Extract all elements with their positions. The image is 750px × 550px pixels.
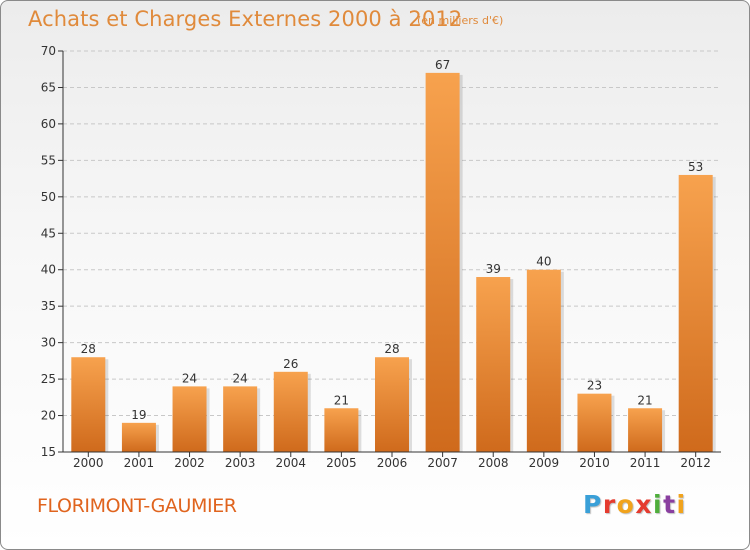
data-label: 26 [283,357,298,371]
bar-2011 [628,408,663,452]
bar-2003 [223,386,258,452]
logo-letter: t [663,490,677,519]
x-tick-label: 2005 [326,456,357,470]
y-tick-label: 25 [41,372,56,386]
x-tick-label: 2008 [478,456,509,470]
bar-2010 [577,393,612,452]
bar-2000 [71,357,106,452]
x-tick-label: 2002 [174,456,205,470]
y-tick-label: 35 [41,299,56,313]
y-tick-label: 30 [41,336,56,350]
x-tick-label: 2011 [630,456,661,470]
bar-2001 [121,422,156,452]
x-tick-label: 2010 [579,456,610,470]
axes: 15 20 25 30 35 40 45 50 55 60 65 70 2000 2001 2002 2003… [41,44,721,470]
y-tick-label: 60 [41,117,56,131]
x-tick-label: 2000 [73,456,104,470]
data-label: 23 [587,379,602,393]
chart-subtitle: (en milliers d'€) [417,14,504,27]
x-tick-label: 2006 [377,456,408,470]
logo-letter: i [676,490,687,519]
bar-2009 [526,269,561,452]
proxiti-logo[interactable]: Proxiti [583,490,687,519]
bar-2012 [678,174,713,453]
logo-letter: P [583,490,603,519]
commune-name: FLORIMONT-GAUMIER [37,495,237,517]
y-tick-label: 65 [41,80,56,94]
bar-2006 [375,357,409,452]
data-label: 53 [688,160,703,174]
x-tick-label: 2007 [427,456,458,470]
y-tick-label: 55 [41,153,56,167]
logo-letter: o [616,490,636,519]
data-label: 21 [334,393,349,407]
bar-2005 [324,408,359,452]
x-tick-label: 2003 [225,456,256,470]
bars: 28 19 24 24 26 21 28 67 39 40 23 21 53 [71,58,716,453]
data-label: 24 [233,371,248,385]
y-tick-label: 45 [41,226,56,240]
x-tick-label: 2009 [529,456,560,470]
y-tick-label: 70 [41,44,56,58]
data-label: 21 [637,393,652,407]
y-tick-label: 15 [41,445,56,459]
bar-2002 [172,386,207,452]
y-tick-label: 50 [41,190,56,204]
data-label: 67 [435,58,450,72]
x-tick-label: 2012 [680,456,711,470]
x-tick-label: 2001 [124,456,155,470]
logo-letter: r [602,490,617,519]
bar-2008 [476,277,511,452]
data-label: 28 [81,342,96,356]
data-label: 24 [182,371,197,385]
data-label: 19 [131,408,146,422]
data-label: 39 [486,262,501,276]
bar-2004 [273,371,308,452]
y-tick-label: 20 [41,409,56,423]
chart-title: Achats et Charges Externes 2000 à 2012 [28,7,463,31]
x-tick-label: 2004 [275,456,306,470]
y-tick-label: 40 [41,263,56,277]
bar-2007 [425,72,460,452]
data-label: 40 [536,255,551,269]
logo-letter: x [635,490,653,519]
data-label: 28 [384,342,399,356]
logo-letter: i [653,490,664,519]
